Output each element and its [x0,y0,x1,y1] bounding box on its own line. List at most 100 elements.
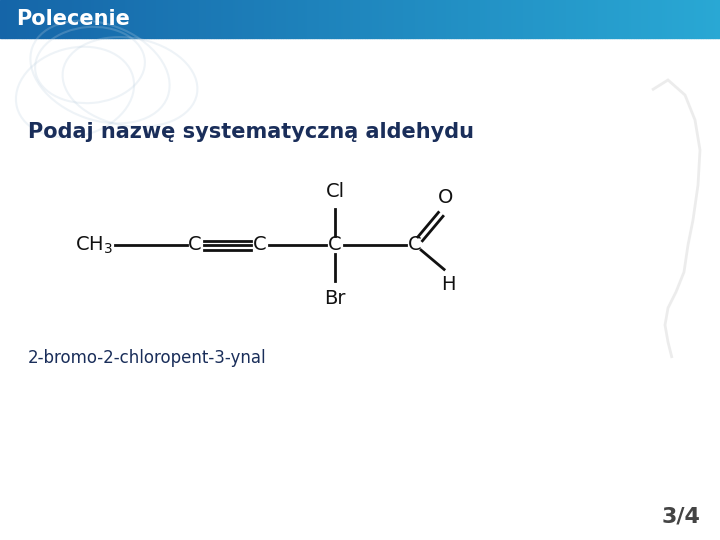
Bar [639,0,641,38]
Bar [569,0,571,38]
Bar [58,0,60,38]
Bar [441,0,444,38]
Bar [283,0,286,38]
Bar [187,0,189,38]
Bar [603,0,605,38]
Bar [67,0,70,38]
Bar [96,0,99,38]
Bar [523,0,526,38]
Text: 2-bromo-2-chloropent-3-ynal: 2-bromo-2-chloropent-3-ynal [28,349,266,367]
Bar [264,0,266,38]
Bar [454,0,456,38]
Bar [50,0,53,38]
Bar [437,0,439,38]
Bar [413,0,415,38]
Bar [492,0,495,38]
Bar [670,0,672,38]
Bar [115,0,117,38]
Bar [542,0,545,38]
Bar [132,0,135,38]
Bar [103,0,106,38]
Bar [168,0,171,38]
Bar [297,0,300,38]
Bar [511,0,513,38]
Bar [521,0,523,38]
Bar [338,0,341,38]
Bar [38,0,41,38]
Bar [470,0,473,38]
Bar [410,0,413,38]
Bar [211,0,214,38]
Bar [634,0,636,38]
Bar [110,0,113,38]
Bar [641,0,643,38]
Bar [698,0,701,38]
Bar [173,0,175,38]
Bar [585,0,588,38]
Bar [574,0,576,38]
Bar [408,0,410,38]
Bar [312,0,315,38]
Bar [391,0,394,38]
Bar [31,0,34,38]
Bar [252,0,254,38]
Bar [343,0,346,38]
Bar [163,0,166,38]
Bar [559,0,562,38]
Bar [207,0,209,38]
Bar [108,0,110,38]
Bar [288,0,290,38]
Bar [290,0,293,38]
Bar [495,0,497,38]
Bar [554,0,557,38]
Bar [684,0,686,38]
Bar [156,0,158,38]
Bar [302,0,305,38]
Bar [351,0,353,38]
Bar [396,0,398,38]
Bar [106,0,108,38]
Bar [497,0,499,38]
Bar [677,0,679,38]
Bar [317,0,319,38]
Text: C: C [253,235,267,254]
Bar [329,0,331,38]
Bar [326,0,329,38]
Bar [171,0,173,38]
Bar [485,0,487,38]
Bar [713,0,715,38]
Bar [331,0,333,38]
Bar [708,0,711,38]
Bar [48,0,50,38]
Bar [178,0,180,38]
Bar [650,0,653,38]
Bar [175,0,178,38]
Bar [274,0,276,38]
Bar [621,0,624,38]
Bar [624,0,626,38]
Bar [197,0,199,38]
Bar [581,0,583,38]
Bar [243,0,245,38]
Bar [204,0,207,38]
Bar [403,0,405,38]
Bar [348,0,351,38]
Bar [506,0,509,38]
Bar [526,0,528,38]
Bar [341,0,343,38]
Bar [444,0,446,38]
Text: C: C [188,235,202,254]
Bar [583,0,585,38]
Bar [322,0,324,38]
Bar [305,0,307,38]
Bar [382,0,384,38]
Bar [675,0,677,38]
Bar [19,0,22,38]
Bar [139,0,142,38]
Bar [269,0,271,38]
Bar [221,0,223,38]
Bar [77,0,79,38]
Bar [516,0,518,38]
Bar [202,0,204,38]
Bar [300,0,302,38]
